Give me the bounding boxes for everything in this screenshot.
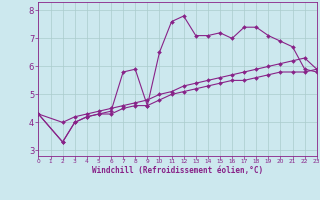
X-axis label: Windchill (Refroidissement éolien,°C): Windchill (Refroidissement éolien,°C) — [92, 166, 263, 175]
